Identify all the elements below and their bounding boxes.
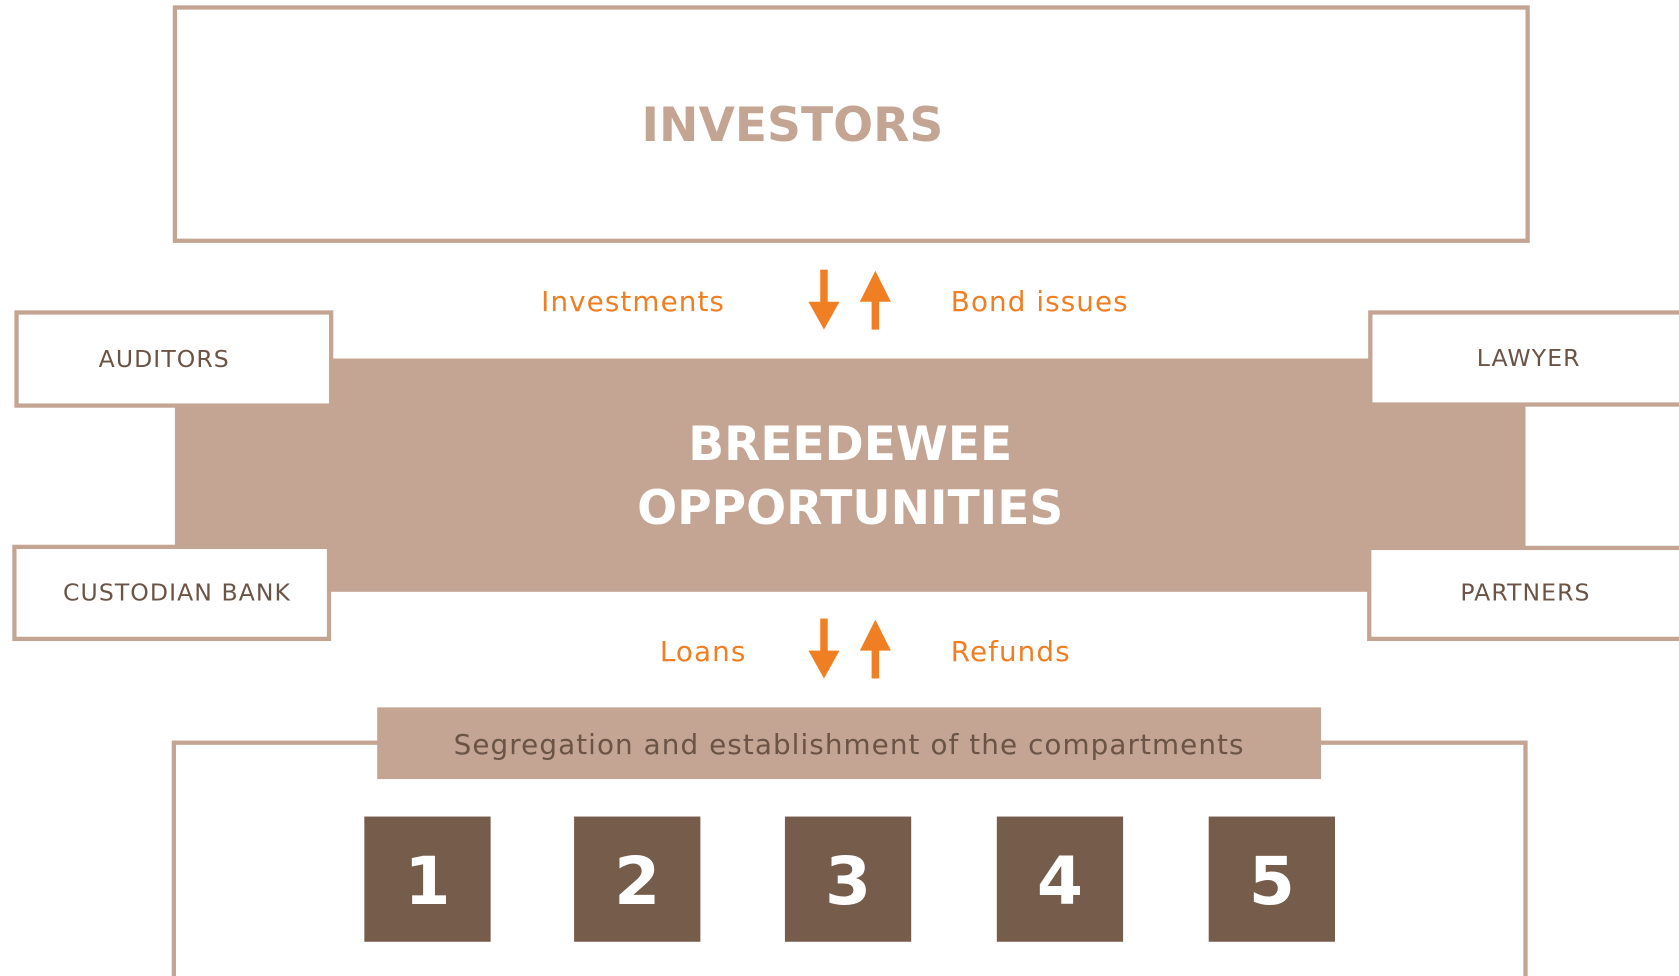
center-band (174, 358, 1526, 592)
compartment (996, 816, 1124, 942)
side-label: CUSTODIAN BANK (63, 578, 291, 606)
compartment (784, 816, 912, 942)
side-label: AUDITORS (99, 345, 230, 373)
side-box (12, 544, 332, 642)
investors-box (172, 5, 1530, 243)
compartment-number: 4 (1037, 842, 1083, 920)
center-label: BREEDEWEE (688, 417, 1012, 472)
flow-label: Refunds (951, 635, 1071, 668)
compartment-number: 2 (614, 842, 660, 920)
compartment (574, 816, 701, 942)
side-label: LAWYER (1477, 344, 1581, 372)
side-label: PARTNERS (1460, 578, 1590, 606)
compartment-number: 5 (1249, 842, 1295, 920)
compartment-number: 1 (404, 842, 450, 920)
compartments-header (377, 707, 1322, 780)
side-box (1367, 545, 1679, 642)
bottom-arrows (808, 618, 891, 679)
flow-label: Bond issues (951, 285, 1129, 318)
top-arrows (808, 269, 891, 330)
compartments-title: Segregation and establishment of the com… (454, 728, 1245, 761)
flow-label: Investments (541, 285, 725, 318)
side-box (1368, 310, 1679, 407)
compartment (364, 816, 491, 942)
flow-label: Loans (660, 635, 747, 668)
compartment-list: 1 2 3 4 5 (364, 816, 1335, 942)
center-label: OPPORTUNITIES (637, 481, 1063, 536)
compartment-number: 3 (825, 842, 871, 920)
side-box (14, 310, 334, 408)
compartment (1208, 816, 1335, 942)
investors-label: INVESTORS (642, 98, 944, 153)
